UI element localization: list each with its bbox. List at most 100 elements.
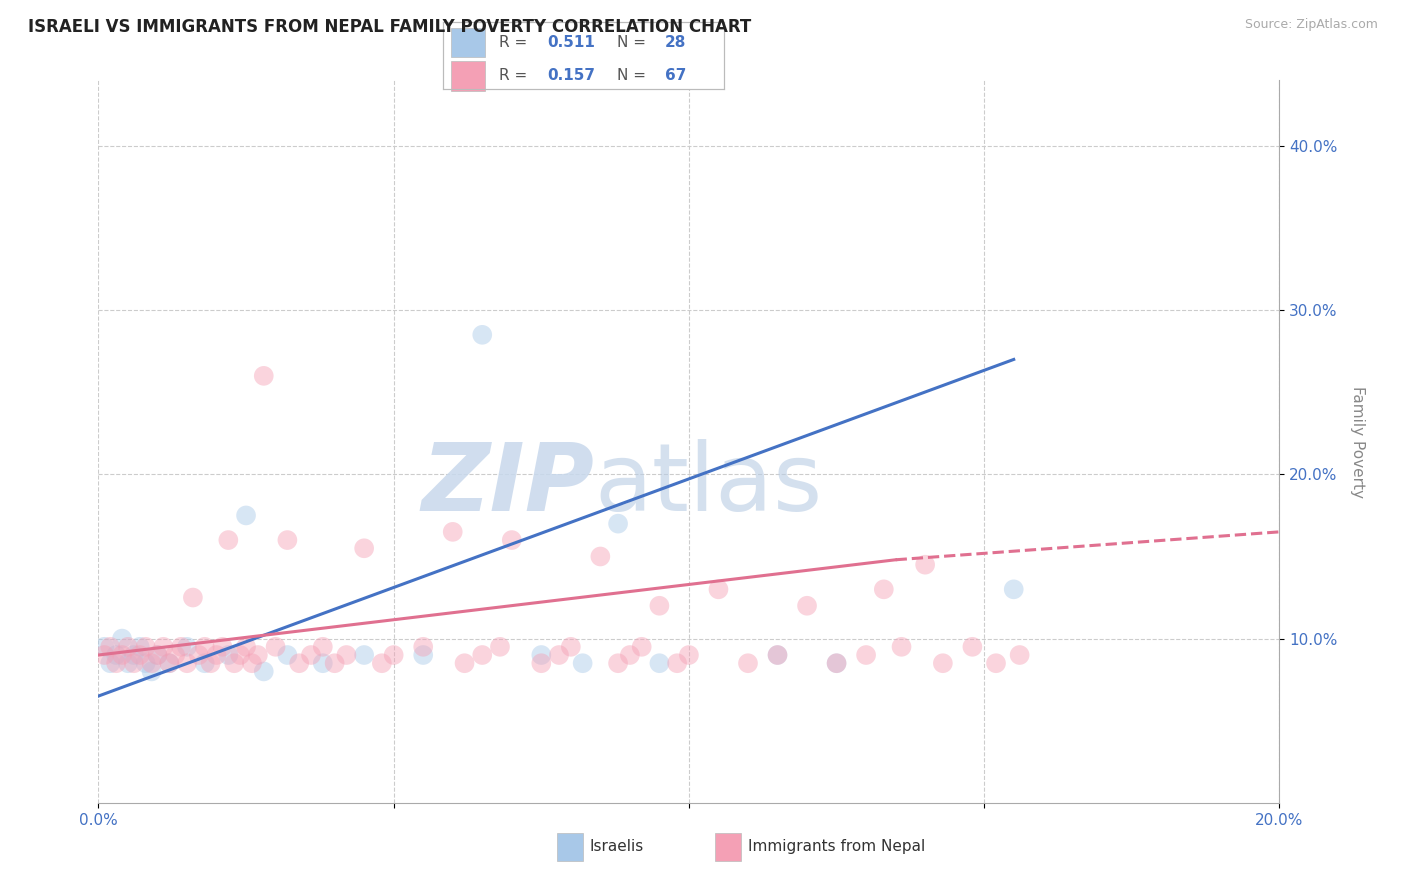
Text: R =: R = [499, 35, 533, 50]
Point [766, 648, 789, 662]
Text: ISRAELI VS IMMIGRANTS FROM NEPAL FAMILY POVERTY CORRELATION CHART: ISRAELI VS IMMIGRANTS FROM NEPAL FAMILY … [28, 18, 751, 36]
Point [666, 657, 689, 671]
Point [548, 648, 571, 662]
Text: N =: N = [617, 35, 651, 50]
Point [984, 657, 1007, 671]
Point [335, 648, 357, 662]
Point [217, 533, 239, 547]
Point [229, 648, 252, 662]
Point [855, 648, 877, 662]
FancyBboxPatch shape [451, 61, 485, 90]
Point [371, 657, 394, 671]
Point [501, 533, 523, 547]
Point [146, 648, 169, 662]
Point [796, 599, 818, 613]
Point [141, 665, 163, 679]
Point [194, 657, 217, 671]
Point [165, 648, 187, 662]
Point [530, 648, 553, 662]
Text: atlas: atlas [595, 439, 823, 531]
Point [441, 524, 464, 539]
Point [890, 640, 912, 654]
FancyBboxPatch shape [557, 833, 582, 861]
Point [200, 657, 222, 671]
Point [194, 640, 217, 654]
Point [1008, 648, 1031, 662]
Point [157, 657, 180, 671]
Point [276, 533, 298, 547]
Point [152, 640, 174, 654]
Point [135, 640, 157, 654]
Point [607, 516, 630, 531]
Text: 28: 28 [665, 35, 686, 50]
Point [146, 648, 169, 662]
Point [117, 640, 139, 654]
Point [264, 640, 287, 654]
Point [766, 648, 789, 662]
Point [93, 648, 115, 662]
Text: Source: ZipAtlas.com: Source: ZipAtlas.com [1244, 18, 1378, 31]
Point [648, 599, 671, 613]
Point [678, 648, 700, 662]
Point [312, 640, 335, 654]
Text: R =: R = [499, 69, 533, 83]
Point [353, 648, 375, 662]
Point [707, 582, 730, 597]
Y-axis label: Family Poverty: Family Poverty [1350, 385, 1365, 498]
Point [353, 541, 375, 556]
Point [98, 657, 121, 671]
Point [141, 657, 163, 671]
Point [914, 558, 936, 572]
Point [176, 657, 198, 671]
Text: N =: N = [617, 69, 651, 83]
Point [117, 657, 139, 671]
Text: 67: 67 [665, 69, 686, 83]
Point [205, 648, 228, 662]
Point [312, 657, 335, 671]
Point [93, 640, 115, 654]
Point [412, 648, 434, 662]
Point [170, 640, 193, 654]
Point [825, 657, 848, 671]
Point [382, 648, 405, 662]
Point [471, 648, 494, 662]
Point [111, 648, 134, 662]
Point [412, 640, 434, 654]
Point [211, 640, 233, 654]
Point [111, 632, 134, 646]
Point [299, 648, 322, 662]
Point [246, 648, 269, 662]
FancyBboxPatch shape [451, 28, 485, 57]
Point [224, 657, 246, 671]
Point [607, 657, 630, 671]
Point [98, 640, 121, 654]
Point [737, 657, 759, 671]
FancyBboxPatch shape [714, 833, 741, 861]
Point [825, 657, 848, 671]
Point [619, 648, 641, 662]
Point [181, 591, 204, 605]
Point [157, 657, 180, 671]
Point [235, 640, 257, 654]
Point [240, 657, 263, 671]
Point [630, 640, 652, 654]
Point [489, 640, 512, 654]
Text: Israelis: Israelis [589, 838, 644, 854]
Point [873, 582, 896, 597]
Point [253, 368, 276, 383]
Point [288, 657, 311, 671]
Point [135, 657, 157, 671]
Point [962, 640, 984, 654]
Point [323, 657, 346, 671]
Point [648, 657, 671, 671]
Point [530, 657, 553, 671]
Point [187, 648, 209, 662]
Point [932, 657, 955, 671]
Point [128, 640, 150, 654]
Point [176, 640, 198, 654]
Point [471, 327, 494, 342]
Point [276, 648, 298, 662]
Point [1002, 582, 1025, 597]
Text: 0.511: 0.511 [547, 35, 595, 50]
Point [105, 657, 128, 671]
